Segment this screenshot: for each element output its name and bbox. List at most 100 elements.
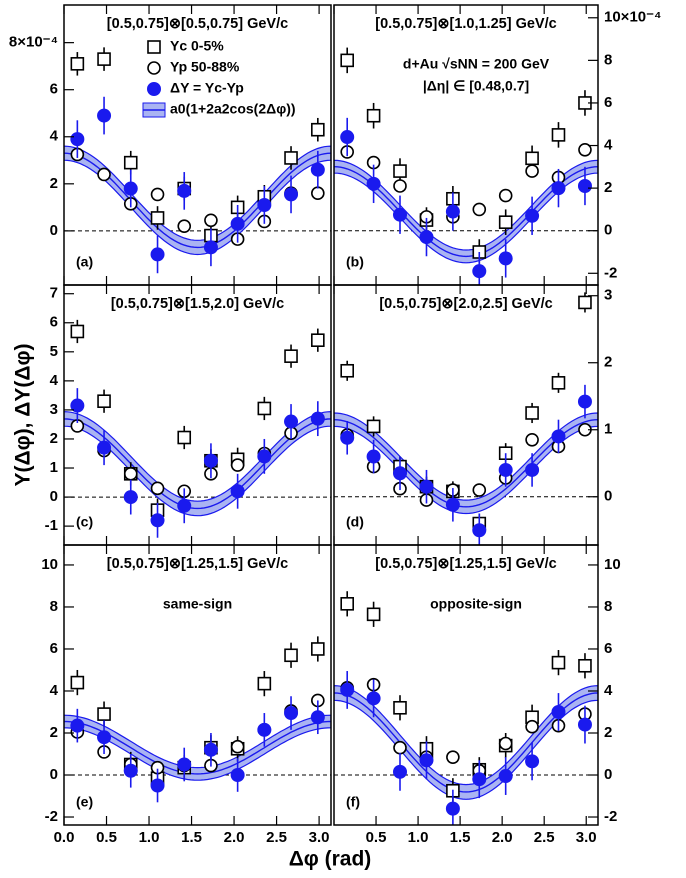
y-tick-label: 2 xyxy=(604,724,612,741)
y-tick-label: -2 xyxy=(604,808,617,825)
marker-disc xyxy=(472,523,487,538)
annotation: |Δη| ∈ [0.48,0.7] xyxy=(423,78,529,94)
marker-disc xyxy=(310,162,325,177)
y-tick-label: 8 xyxy=(604,51,612,68)
panel-title: [0.5,0.75]⊗[1.25,1.5] GeV/c xyxy=(107,556,288,572)
marker-circle xyxy=(525,719,539,734)
marker-circle xyxy=(150,481,165,496)
marker-disc xyxy=(203,240,218,255)
y-tick-label: 1 xyxy=(604,421,612,438)
x-tick-label: 3.0 xyxy=(309,829,330,846)
marker-disc xyxy=(230,216,245,231)
fit-band xyxy=(64,410,331,517)
x-tick-label: 1.5 xyxy=(450,829,471,846)
x-tick-label: 1.0 xyxy=(139,829,160,846)
marker-disc xyxy=(177,183,192,198)
marker-square xyxy=(123,155,138,170)
panel-title: [0.5,0.75]⊗[0.5,0.75] GeV/c xyxy=(107,16,288,32)
marker-disc xyxy=(123,763,138,778)
marker-disc xyxy=(150,247,165,262)
marker-disc xyxy=(445,801,460,816)
y-tick-label: 1 xyxy=(50,459,58,476)
marker-square xyxy=(150,211,165,225)
marker-square xyxy=(525,151,539,166)
panel-label: (e) xyxy=(76,794,93,810)
marker-disc xyxy=(577,394,592,409)
panel-frame xyxy=(63,544,332,826)
marker-disc xyxy=(123,181,138,196)
marker-square xyxy=(97,394,111,409)
y-tick-label: 8 xyxy=(50,598,58,615)
panel: -1 0 1 2 3 4 5 6 7 [0.5,0.75]⊗[1.5,2.0] GeV/c (c) xyxy=(45,284,332,546)
fit-curve xyxy=(64,418,331,510)
marker-disc xyxy=(472,772,487,787)
marker-disc xyxy=(70,718,85,733)
marker-disc xyxy=(150,513,165,528)
y-tick-label: 0 xyxy=(604,488,612,505)
marker-disc xyxy=(419,230,434,245)
marker-disc xyxy=(366,449,381,464)
marker-square xyxy=(177,430,192,445)
panel-label: (f) xyxy=(346,794,360,810)
marker-square xyxy=(70,675,85,690)
marker-square xyxy=(393,164,407,178)
panel: -2 0 2 4 6 8 10×10⁻⁴ [0.5,0.75]⊗[1.0,1.25] GeV/… xyxy=(333,4,661,286)
marker-circle xyxy=(498,736,513,751)
marker-square xyxy=(551,128,566,142)
marker-disc xyxy=(525,754,540,769)
marker-circle xyxy=(147,61,161,75)
marker-circle xyxy=(97,167,111,182)
x-tick-label: 2.0 xyxy=(224,829,245,846)
y-tick-label: 4 xyxy=(604,682,613,699)
plot-area xyxy=(334,292,598,545)
y-tick-label: 10 xyxy=(41,556,58,573)
marker-square xyxy=(498,215,513,229)
marker-disc xyxy=(525,208,540,223)
marker-square xyxy=(340,53,355,68)
x-tick-label: 1.5 xyxy=(181,829,202,846)
y-tick-label: -1 xyxy=(45,517,58,534)
marker-square xyxy=(284,151,298,165)
marker-square xyxy=(366,419,381,434)
panel: -2 0 2 4 6 8 10 0.0 0.5 1.0 1.5 2.0 2.5 3.0 [0.5,0.75]… xyxy=(41,544,332,846)
y-tick-label: 0 xyxy=(604,766,612,783)
y-tick-label: 0 xyxy=(604,222,612,239)
marker-square xyxy=(97,707,111,721)
y-tick-label: 10×10⁻⁴ xyxy=(604,9,661,26)
marker-square xyxy=(147,40,161,54)
y-tick-label: 4 xyxy=(50,128,59,145)
marker-square xyxy=(578,295,592,310)
marker-disc xyxy=(257,198,272,212)
y-tick-label: 2 xyxy=(604,354,612,371)
y-tick-label: -2 xyxy=(45,808,58,825)
y-tick-label: 6 xyxy=(50,81,58,98)
marker-disc xyxy=(472,264,487,279)
marker-square xyxy=(70,324,85,339)
y-tick-label: 2 xyxy=(50,175,58,192)
y-tick-label: 6 xyxy=(50,314,58,331)
marker-disc xyxy=(551,704,566,719)
panel: 0 1 2 3 [0.5,0.75]⊗[2.0,2.5] GeV/c (d) xyxy=(333,284,612,546)
panel: 0 2 4 6 8×10⁻⁴ [0.5,0.75]⊗[0.5,0.75] GeV/c (a)… xyxy=(9,4,332,286)
panel-title: [0.5,0.75]⊗[1.5,2.0] GeV/c xyxy=(111,296,284,312)
marker-circle xyxy=(578,142,592,157)
marker-disc xyxy=(310,710,325,725)
marker-circle xyxy=(393,740,407,755)
marker-disc xyxy=(445,204,460,219)
marker-disc xyxy=(123,490,138,505)
marker-disc xyxy=(498,769,513,784)
marker-circle xyxy=(446,750,460,764)
y-tick-label: 5 xyxy=(50,343,58,360)
marker-disc xyxy=(310,411,325,426)
y-tick-label: 6 xyxy=(50,640,58,657)
marker-disc xyxy=(551,429,566,444)
marker-square xyxy=(366,607,381,622)
marker-square xyxy=(284,648,298,663)
marker-circle xyxy=(150,187,165,202)
marker-circle xyxy=(525,432,539,447)
marker-circle xyxy=(393,179,407,193)
y-axis-label: Y(Δφ), ΔY(Δφ) xyxy=(12,344,35,487)
marker-disc xyxy=(203,742,218,757)
marker-disc xyxy=(419,753,434,768)
